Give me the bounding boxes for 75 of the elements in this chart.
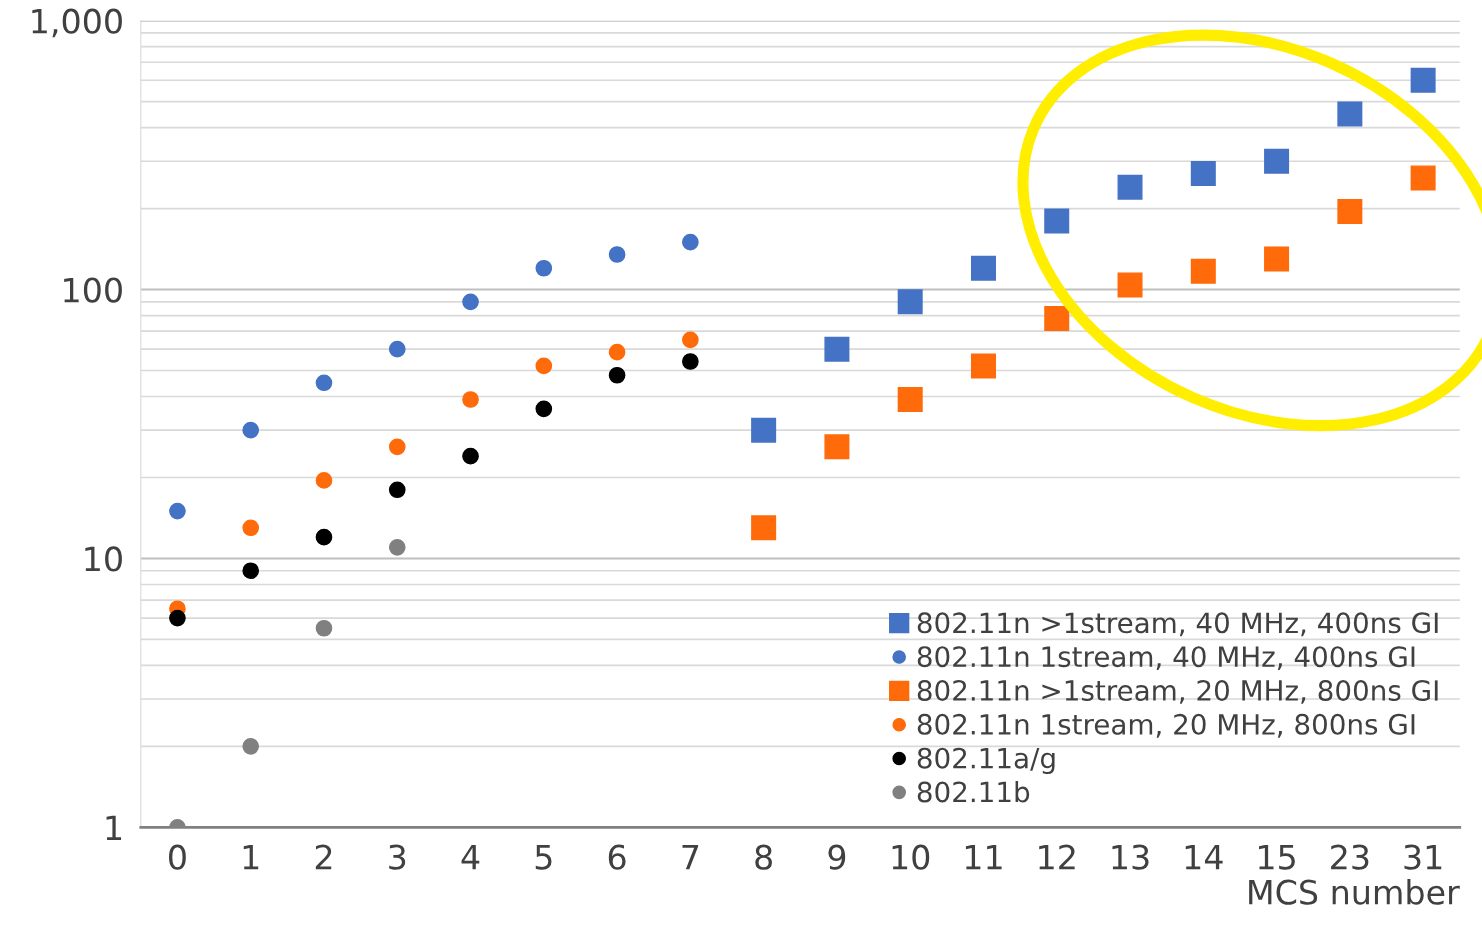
point [169, 609, 186, 627]
x-tick-label: 8 [755, 844, 772, 870]
x-tick-label: 12 [1039, 844, 1075, 870]
x-tick-label: 3 [389, 844, 406, 870]
x-tick-label: 4 [461, 845, 480, 870]
point [462, 391, 479, 408]
point [242, 738, 260, 755]
legend-label: 802.11n 1stream, 40 MHz, 400ns GI [917, 646, 1415, 671]
x-tick-label: 13 [1112, 844, 1149, 870]
x-tick-label: 23 [1331, 844, 1369, 870]
legend-label: 802.11n >1stream, 40 MHz, 400ns GI [917, 612, 1438, 637]
point [1410, 67, 1436, 93]
point [608, 343, 626, 361]
point [682, 331, 699, 349]
point [1410, 165, 1436, 191]
point [970, 255, 996, 281]
point [242, 421, 260, 439]
point [751, 515, 777, 541]
point [1117, 272, 1143, 298]
x-tick-label: 11 [965, 845, 1002, 870]
x-tick-label: 14 [1185, 845, 1223, 870]
point [242, 562, 260, 580]
point [682, 353, 699, 370]
y-tick-label: 100 [64, 277, 122, 303]
point [535, 259, 553, 277]
x-tick-label: 9 [828, 844, 846, 870]
y-tick-label: 10 [85, 546, 122, 572]
point [608, 246, 626, 263]
point [608, 366, 626, 384]
x-tick-label: 7 [682, 845, 699, 870]
x-tick-label: 31 [1404, 844, 1442, 870]
point [1264, 246, 1290, 272]
x-axis-title: MCS number [1249, 879, 1460, 905]
point [824, 336, 850, 362]
x-tick-label: 10 [892, 844, 930, 870]
point [315, 472, 333, 489]
point [388, 438, 406, 456]
y-tick-label: 1 [106, 815, 122, 840]
point [1337, 101, 1363, 127]
point [535, 357, 553, 375]
point [682, 233, 699, 251]
point [751, 417, 777, 443]
x-tick-label: 0 [169, 844, 186, 870]
point [169, 502, 186, 520]
point [1044, 306, 1070, 332]
point [462, 293, 479, 311]
point [1117, 174, 1143, 200]
point [388, 481, 406, 499]
x-tick-label: 5 [535, 845, 552, 870]
point [1337, 199, 1363, 225]
point [1264, 148, 1290, 174]
x-tick-label: 2 [315, 844, 332, 870]
legend-label: 802.11n 1stream, 20 MHz, 800ns GI [917, 713, 1415, 738]
legend-label: 802.11a/g [917, 747, 1055, 775]
point [1190, 258, 1216, 284]
point [897, 386, 923, 412]
point [388, 340, 406, 358]
point [824, 434, 850, 460]
point [315, 374, 333, 392]
point [315, 528, 333, 546]
point [535, 400, 553, 418]
point [462, 447, 479, 465]
y-tick-label: 1,000 [32, 8, 122, 38]
x-tick-label: 6 [608, 844, 626, 870]
x-tick-label: 1 [243, 845, 259, 870]
legend-label: 802.11b [917, 780, 1030, 803]
x-tick-label: 15 [1259, 845, 1295, 870]
point [970, 353, 996, 379]
point [897, 289, 923, 315]
point [1044, 208, 1070, 234]
point [388, 538, 406, 556]
legend-label: 802.11n >1stream, 20 MHz, 800ns GI [917, 679, 1438, 704]
point [1190, 161, 1216, 187]
point [242, 519, 260, 537]
point [315, 619, 333, 637]
